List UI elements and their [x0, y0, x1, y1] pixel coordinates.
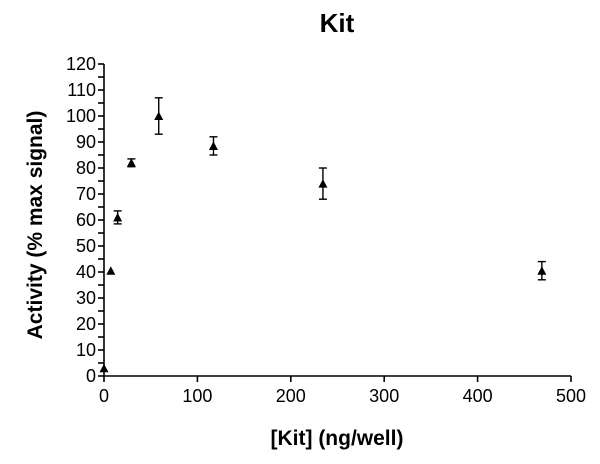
data-point [208, 141, 218, 150]
data-point [154, 111, 164, 121]
data-point [318, 179, 328, 188]
y-tick-label: 30 [76, 288, 96, 308]
data-point [99, 363, 109, 373]
x-tick-label: 100 [182, 386, 212, 406]
y-tick-label: 100 [66, 106, 96, 126]
x-axis-label: [Kit] (ng/well) [271, 427, 404, 450]
data-point [126, 158, 136, 167]
y-tick-label: 20 [76, 314, 96, 334]
x-tick-label: 300 [369, 386, 399, 406]
data-point [113, 212, 123, 222]
y-tick-label: 10 [76, 340, 96, 360]
data-point [537, 266, 547, 275]
y-tick-label: 60 [76, 210, 96, 230]
y-tick-label: 70 [76, 184, 96, 204]
y-tick-label: 120 [66, 54, 96, 74]
y-tick-label: 0 [86, 366, 96, 386]
data-point [106, 266, 116, 275]
chart-title: Kit [320, 8, 355, 38]
axes: 0 10 20 30 40 50 60 70 80 90 100 110 120 0 100 200 300 40… [66, 54, 586, 406]
y-tick-label: 90 [76, 132, 96, 152]
x-tick-label: 500 [556, 386, 586, 406]
data-marks [99, 97, 547, 373]
y-axis-label: Activity (% max signal) [24, 111, 47, 340]
x-tick-label: 200 [276, 386, 306, 406]
y-tick-label: 110 [67, 80, 96, 100]
y-tick-label: 40 [76, 262, 96, 282]
y-tick-label: 80 [76, 158, 96, 178]
y-tick-label: 50 [76, 236, 96, 256]
x-tick-label: 400 [463, 386, 493, 406]
x-tick-label: 0 [99, 386, 109, 406]
